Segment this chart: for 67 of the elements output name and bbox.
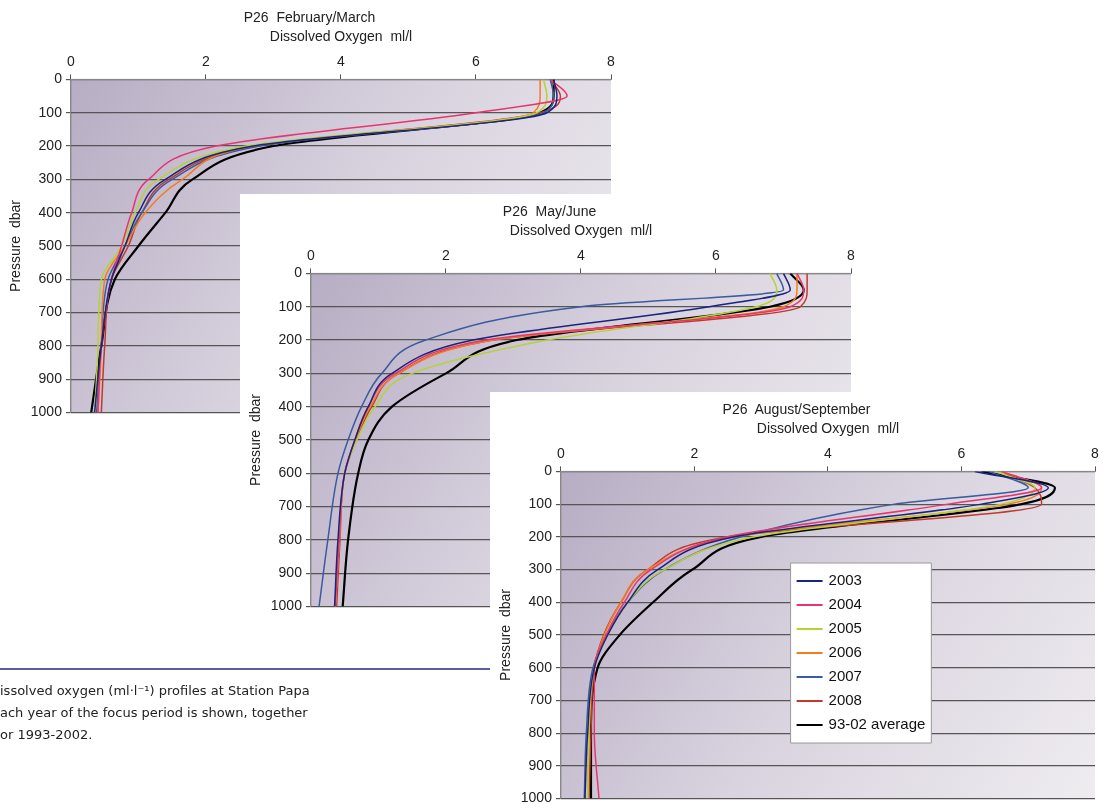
chart-title: P26 February/March (243, 9, 376, 26)
x-axis-title: Dissolved Oxygen ml/l (269, 28, 413, 45)
x-axis-title: Dissolved Oxygen ml/l (509, 222, 653, 239)
x-tick-label: 2 (442, 246, 451, 263)
text: or 1993-2002. (0, 726, 94, 744)
y-tick-label: 200 (528, 527, 553, 544)
legend-label: 2008 (828, 691, 862, 709)
y-tick-label: 800 (528, 724, 553, 741)
y-tick-label: 800 (38, 336, 63, 353)
y-axis-title: Pressure dbar (497, 588, 514, 681)
chart-title: P26 May/June (502, 203, 597, 220)
y-tick-label: 0 (294, 264, 303, 281)
y-tick-label: 300 (528, 560, 553, 577)
y-tick-label: 700 (278, 497, 303, 514)
y-tick-label: 100 (528, 494, 553, 511)
y-tick-label: 600 (528, 658, 553, 675)
x-tick-label: 4 (337, 52, 346, 69)
y-tick-label: 500 (38, 236, 63, 253)
x-tick-label: 0 (557, 444, 566, 461)
x-tick-label: 2 (202, 52, 211, 69)
legend-label: 2007 (828, 667, 862, 685)
y-tick-label: 700 (528, 691, 553, 708)
legend-label: 2005 (828, 619, 862, 637)
text: ach year of the focus period is shown, together (0, 704, 309, 722)
y-tick-label: 0 (544, 462, 553, 479)
legend-label: 2003 (828, 571, 862, 589)
x-tick-label: 4 (577, 246, 586, 263)
y-tick-label: 300 (278, 364, 303, 381)
legend-label: 2006 (828, 643, 862, 661)
y-tick-label: 700 (38, 303, 63, 320)
y-tick-label: 0 (54, 70, 63, 87)
y-tick-label: 100 (278, 297, 303, 314)
y-tick-label: 100 (38, 103, 63, 120)
y-tick-label: 400 (528, 593, 553, 610)
x-tick-label: 4 (824, 444, 833, 461)
y-tick-label: 1000 (30, 403, 63, 420)
y-tick-label: 900 (278, 564, 303, 581)
y-tick-label: 900 (528, 756, 553, 773)
y-tick-label: 400 (38, 203, 63, 220)
x-tick-label: 2 (690, 444, 699, 461)
x-tick-label: 6 (712, 246, 721, 263)
x-tick-label: 0 (307, 246, 316, 263)
legend-label: 2004 (828, 595, 862, 613)
y-tick-label: 200 (38, 136, 63, 153)
y-tick-label: 600 (278, 464, 303, 481)
x-tick-label: 8 (607, 52, 616, 69)
y-axis-title: Pressure dbar (7, 199, 24, 292)
x-tick-label: 8 (1091, 444, 1100, 461)
y-tick-label: 1000 (270, 597, 303, 614)
x-tick-label: 8 (847, 246, 856, 263)
y-tick-label: 1000 (520, 789, 553, 806)
x-tick-label: 0 (67, 52, 76, 69)
y-tick-label: 500 (528, 625, 553, 642)
x-axis-title: Dissolved Oxygen ml/l (756, 420, 900, 437)
text: issolved oxygen (ml·l⁻¹) profiles at Station Papa (0, 682, 311, 700)
x-tick-label: 6 (957, 444, 966, 461)
y-tick-label: 900 (38, 370, 63, 387)
y-tick-label: 800 (278, 530, 303, 547)
y-axis-title: Pressure dbar (247, 393, 264, 486)
y-tick-label: 200 (278, 330, 303, 347)
chart-title: P26 August/September (722, 401, 871, 418)
y-tick-label: 500 (278, 430, 303, 447)
y-tick-label: 600 (38, 270, 63, 287)
legend-label: 93-02 average (828, 715, 926, 733)
y-tick-label: 300 (38, 170, 63, 187)
y-tick-label: 400 (278, 397, 303, 414)
x-tick-label: 6 (472, 52, 481, 69)
